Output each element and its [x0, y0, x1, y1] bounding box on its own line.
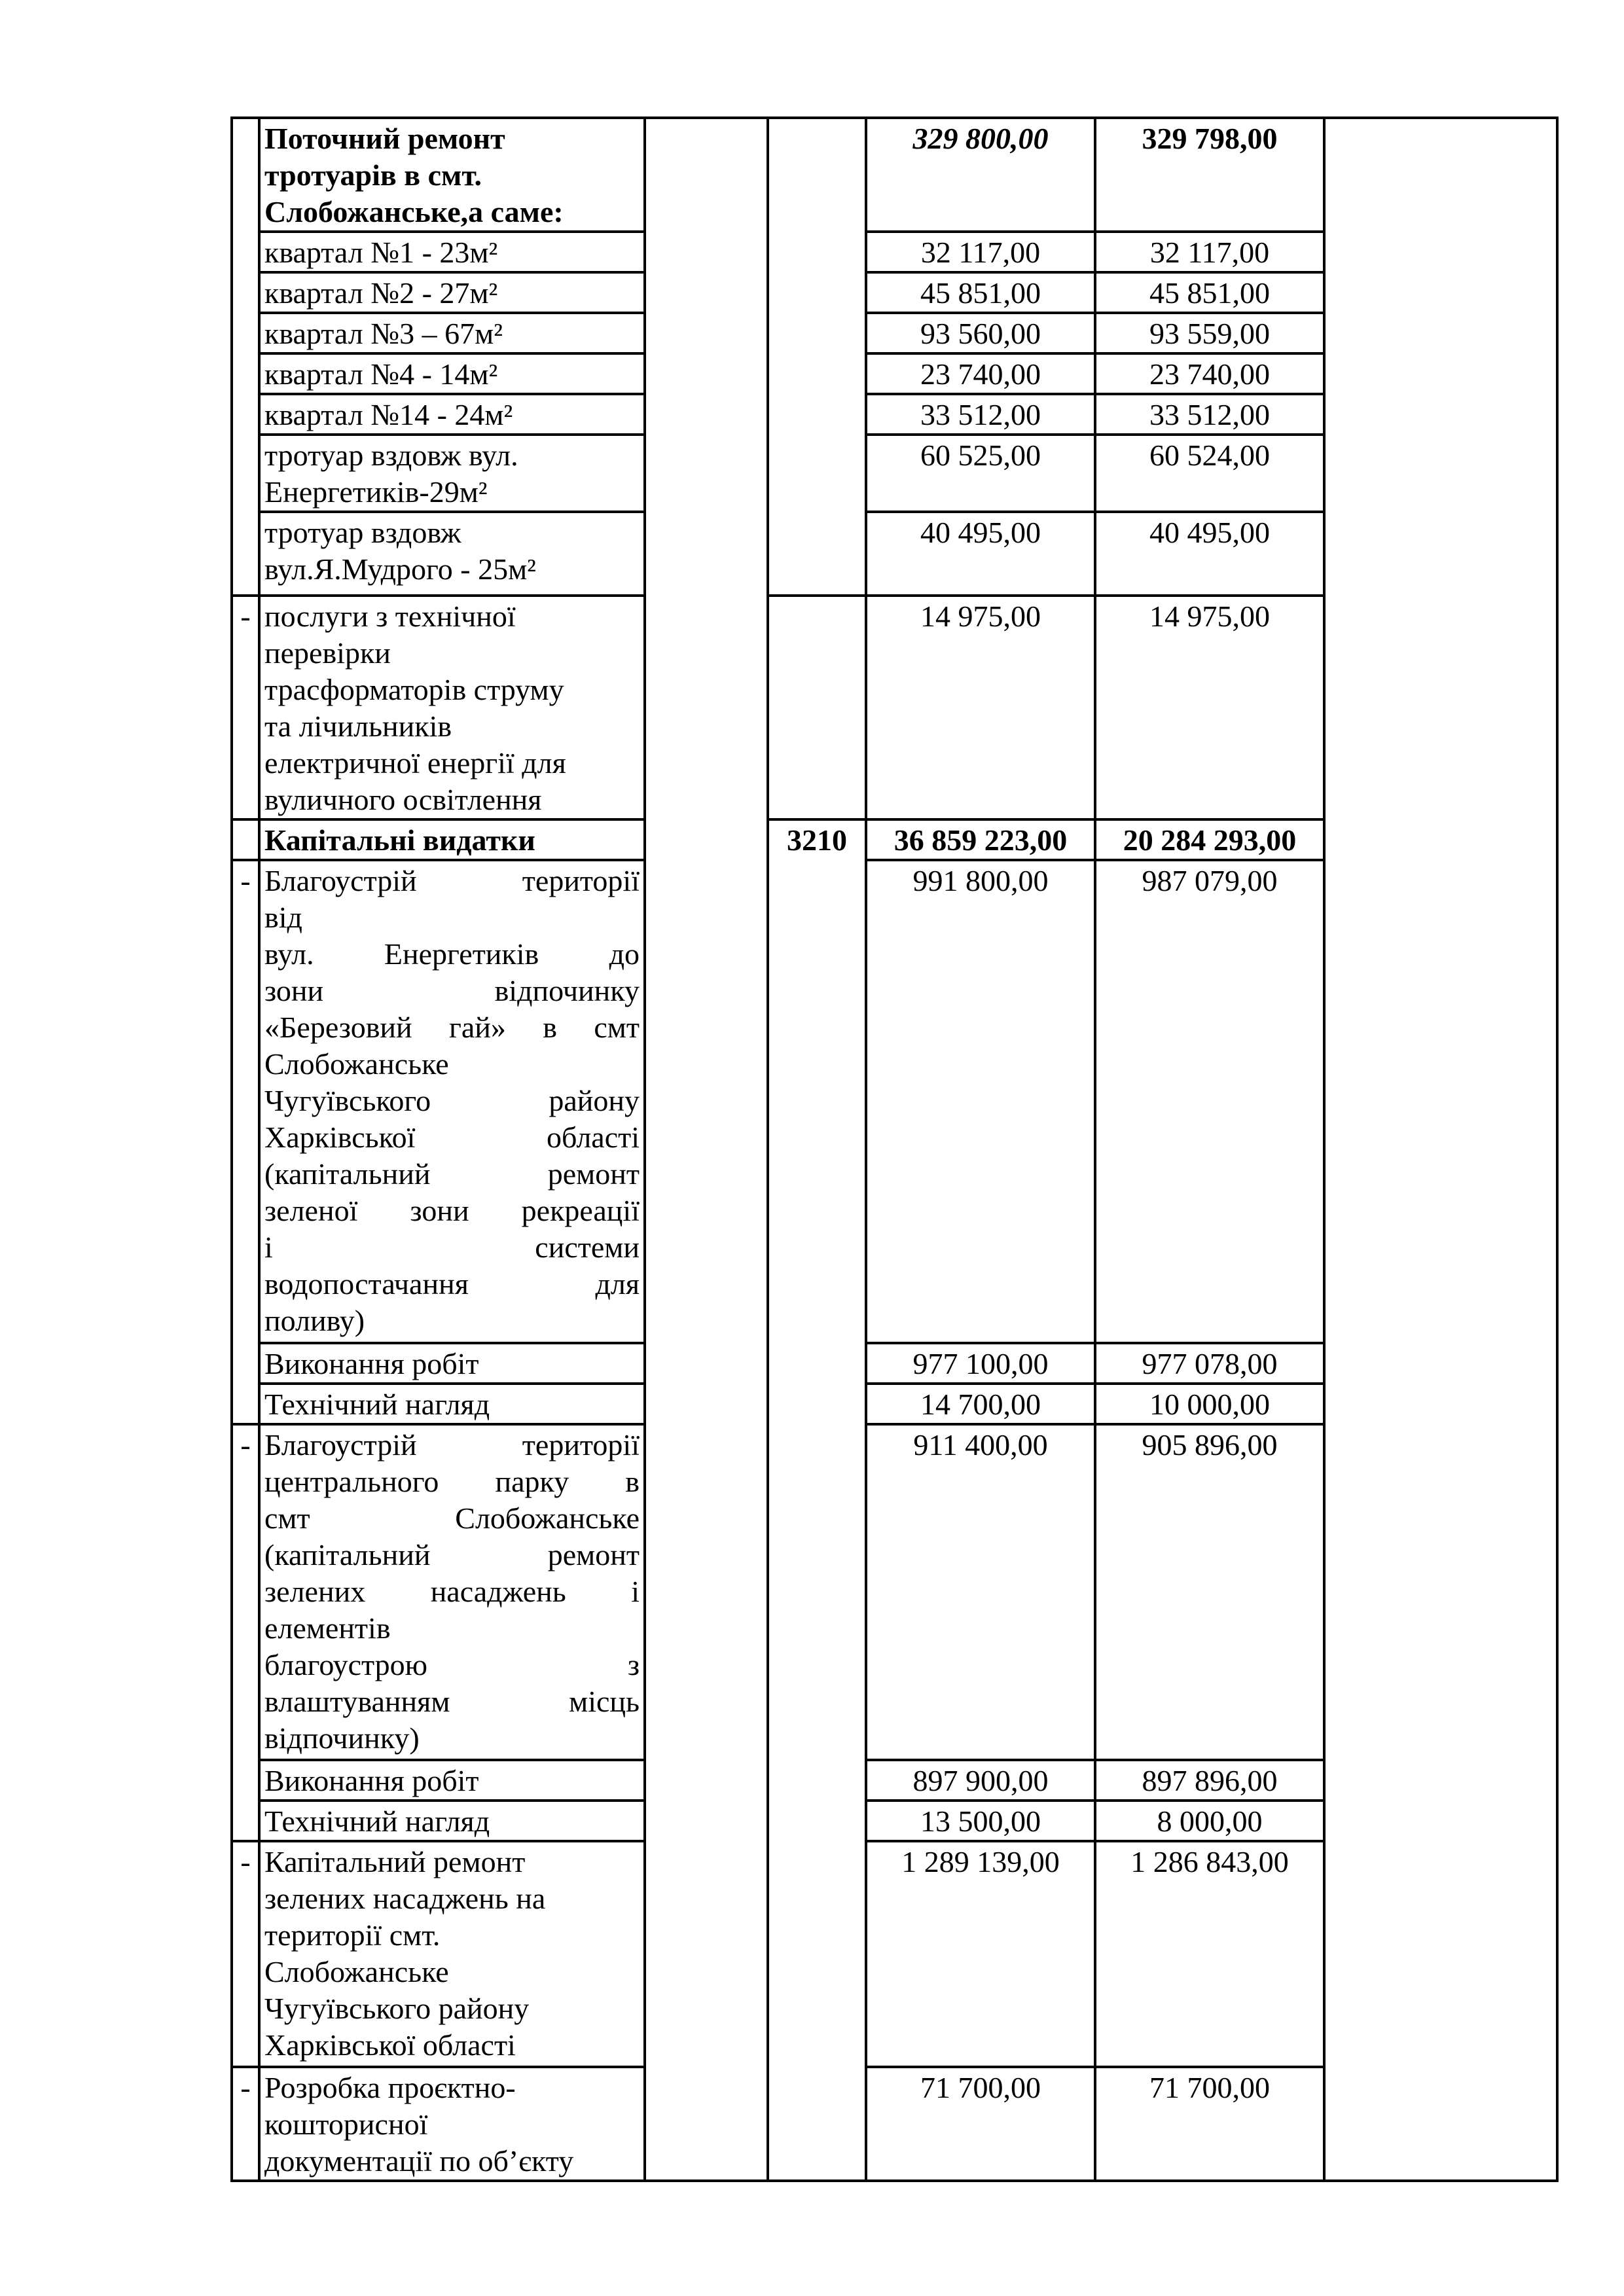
description-cell: Благоустрій території від вул. Енергетик… [258, 859, 646, 1344]
table-row: - Благоустрій території від вул. Енергет… [230, 859, 1557, 1426]
amount-executed-cell: 33 512,00 [1094, 393, 1326, 436]
description-cell: тротуар вздовж вул.Я.Мудрого - 25м² [258, 511, 646, 597]
budget-table: Поточний ремонт тротуарів в смт. Слобожа… [230, 117, 1559, 2182]
amount-executed-cell: 14 975,00 [1094, 594, 1326, 821]
description-cell: Капітальні видатки [258, 818, 646, 861]
table-row: квартал №2 - 27м² 45 851,00 45 851,00 [232, 271, 1557, 314]
amount-executed-cell: 20 284 293,00 [1094, 818, 1326, 861]
amount-executed-cell: 897 896,00 [1094, 1759, 1326, 1802]
description-cell: квартал №3 – 67м² [258, 312, 646, 355]
table-row: тротуар вздовж вул. Енергетиків-29м² 60 … [232, 433, 1557, 513]
dash-cell: - [230, 1423, 261, 1842]
code-cell-empty [767, 594, 867, 821]
description-cell: тротуар вздовж вул. Енергетиків-29м² [258, 433, 646, 513]
amount-approved-cell: 45 851,00 [865, 271, 1096, 314]
amount-approved-cell: 14 975,00 [865, 594, 1096, 821]
amount-approved-cell: 13 500,00 [865, 1799, 1096, 1842]
amount-executed-cell: 987 079,00 [1094, 859, 1326, 1344]
amount-approved-cell: 71 700,00 [865, 2066, 1096, 2182]
amount-approved-cell: 32 117,00 [865, 230, 1096, 274]
table-row: - Благоустрій території центрального пар… [230, 1423, 1557, 1842]
description-cell: квартал №1 - 23м² [258, 230, 646, 274]
table-row: Технічний нагляд 13 500,00 8 000,00 [232, 1799, 1557, 1842]
amount-executed-cell: 60 524,00 [1094, 433, 1326, 513]
dash-cell: - [230, 1840, 261, 2068]
amount-executed-cell: 71 700,00 [1094, 2066, 1326, 2182]
amount-executed-cell: 905 896,00 [1094, 1423, 1326, 1761]
amount-approved-cell: 1 289 139,00 [865, 1840, 1096, 2068]
description-cell: послуги з технічної перевірки трасформат… [258, 594, 646, 821]
amount-approved-cell: 329 800,00 [865, 117, 1096, 233]
budget-table-wrapper: Поточний ремонт тротуарів в смт. Слобожа… [230, 117, 1559, 2182]
empty-units-cell [643, 117, 769, 2182]
amount-executed-cell: 93 559,00 [1094, 312, 1326, 355]
table-row: квартал №3 – 67м² 93 560,00 93 559,00 [232, 312, 1557, 355]
amount-approved-cell: 93 560,00 [865, 312, 1096, 355]
amount-executed-cell: 10 000,00 [1094, 1382, 1326, 1426]
table-row: - Розробка проєктно- кошторисної докумен… [230, 2066, 1557, 2182]
amount-approved-cell: 897 900,00 [865, 1759, 1096, 1802]
dash-cell: - [230, 859, 261, 1426]
table-row: Технічний нагляд 14 700,00 10 000,00 [232, 1382, 1557, 1426]
amount-executed-cell: 1 286 843,00 [1094, 1840, 1326, 2068]
description-cell: Капітальний ремонт зелених насаджень на … [258, 1840, 646, 2068]
amount-approved-cell: 977 100,00 [865, 1342, 1096, 1385]
description-cell: Благоустрій території центрального парку… [258, 1423, 646, 1761]
amount-approved-cell: 911 400,00 [865, 1423, 1096, 1761]
amount-executed-cell: 329 798,00 [1094, 117, 1326, 233]
description-cell: Виконання робіт [258, 1342, 646, 1385]
dash-cell [230, 117, 261, 597]
amount-executed-cell: 8 000,00 [1094, 1799, 1326, 1842]
amount-executed-cell: 977 078,00 [1094, 1342, 1326, 1385]
table-row: квартал №4 - 14м² 23 740,00 23 740,00 [232, 352, 1557, 395]
empty-notes-cell [1323, 117, 1559, 2182]
amount-executed-cell: 45 851,00 [1094, 271, 1326, 314]
table-row: квартал №1 - 23м² 32 117,00 32 117,00 [232, 230, 1557, 274]
description-cell: квартал №2 - 27м² [258, 271, 646, 314]
code-cell-empty [767, 117, 867, 597]
table-row: тротуар вздовж вул.Я.Мудрого - 25м² 40 4… [232, 511, 1557, 597]
code-cell: 3210 [767, 818, 867, 2182]
amount-executed-cell: 40 495,00 [1094, 511, 1326, 597]
amount-approved-cell: 991 800,00 [865, 859, 1096, 1344]
dash-cell: - [230, 594, 261, 821]
dash-cell: - [230, 2066, 261, 2182]
amount-approved-cell: 36 859 223,00 [865, 818, 1096, 861]
description-cell: квартал №4 - 14м² [258, 352, 646, 395]
table-row: Виконання робіт 977 100,00 977 078,00 [232, 1342, 1557, 1385]
amount-executed-cell: 23 740,00 [1094, 352, 1326, 395]
table-row: квартал №14 - 24м² 33 512,00 33 512,00 [232, 393, 1557, 436]
table-row: Капітальні видатки 3210 36 859 223,00 20… [230, 818, 1557, 2182]
description-cell: квартал №14 - 24м² [258, 393, 646, 436]
description-cell: Технічний нагляд [258, 1799, 646, 1842]
table-row: Виконання робіт 897 900,00 897 896,00 [232, 1759, 1557, 1802]
description-cell: Технічний нагляд [258, 1382, 646, 1426]
amount-approved-cell: 14 700,00 [865, 1382, 1096, 1426]
table-row: Поточний ремонт тротуарів в смт. Слобожа… [230, 117, 1559, 2182]
table-row: - Капітальний ремонт зелених насаджень н… [230, 1840, 1557, 2068]
amount-approved-cell: 60 525,00 [865, 433, 1096, 513]
amount-approved-cell: 23 740,00 [865, 352, 1096, 395]
description-cell: Розробка проєктно- кошторисної документа… [258, 2066, 646, 2182]
description-cell: Поточний ремонт тротуарів в смт. Слобожа… [258, 117, 646, 233]
amount-approved-cell: 33 512,00 [865, 393, 1096, 436]
description-cell: Виконання робіт [258, 1759, 646, 1802]
amount-executed-cell: 32 117,00 [1094, 230, 1326, 274]
dash-cell [230, 818, 261, 861]
table-row: - послуги з технічної перевірки трасформ… [230, 594, 1557, 821]
amount-approved-cell: 40 495,00 [865, 511, 1096, 597]
